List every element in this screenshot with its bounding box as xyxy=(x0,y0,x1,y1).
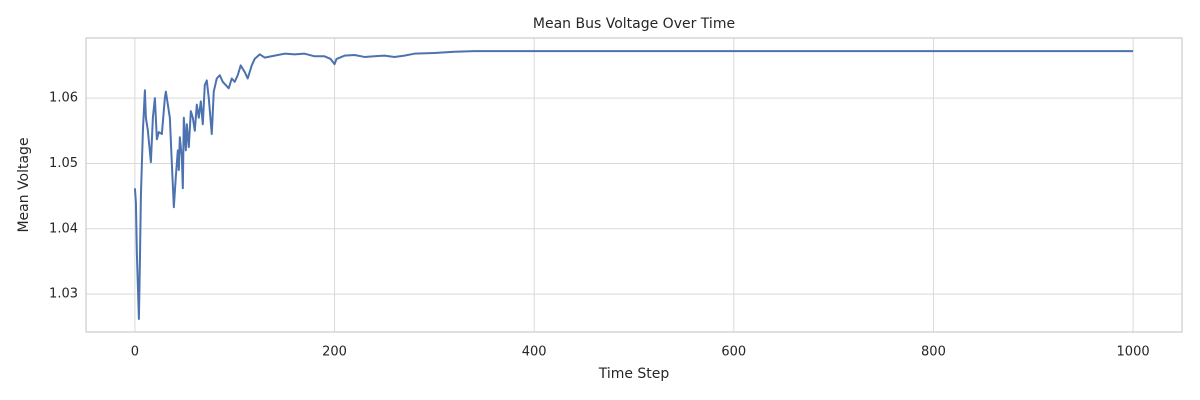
x-tick-label: 400 xyxy=(522,345,547,360)
y-tick-label: 1.04 xyxy=(49,221,78,236)
x-axis-label: Time Step xyxy=(598,366,670,382)
x-tick-label: 200 xyxy=(322,345,347,360)
x-tick-label: 800 xyxy=(921,345,946,360)
chart-title: Mean Bus Voltage Over Time xyxy=(533,16,735,32)
x-tick-label: 600 xyxy=(721,345,746,360)
x-tick-label: 1000 xyxy=(1117,345,1150,360)
data-line xyxy=(133,50,1134,320)
y-tick-label: 1.03 xyxy=(49,287,78,302)
x-tick-label: 0 xyxy=(131,345,139,360)
y-axis-label: Mean Voltage xyxy=(16,137,32,232)
y-tick-label: 1.05 xyxy=(49,156,78,171)
y-tick-label: 1.06 xyxy=(49,91,78,106)
plot-frame xyxy=(85,37,1183,333)
